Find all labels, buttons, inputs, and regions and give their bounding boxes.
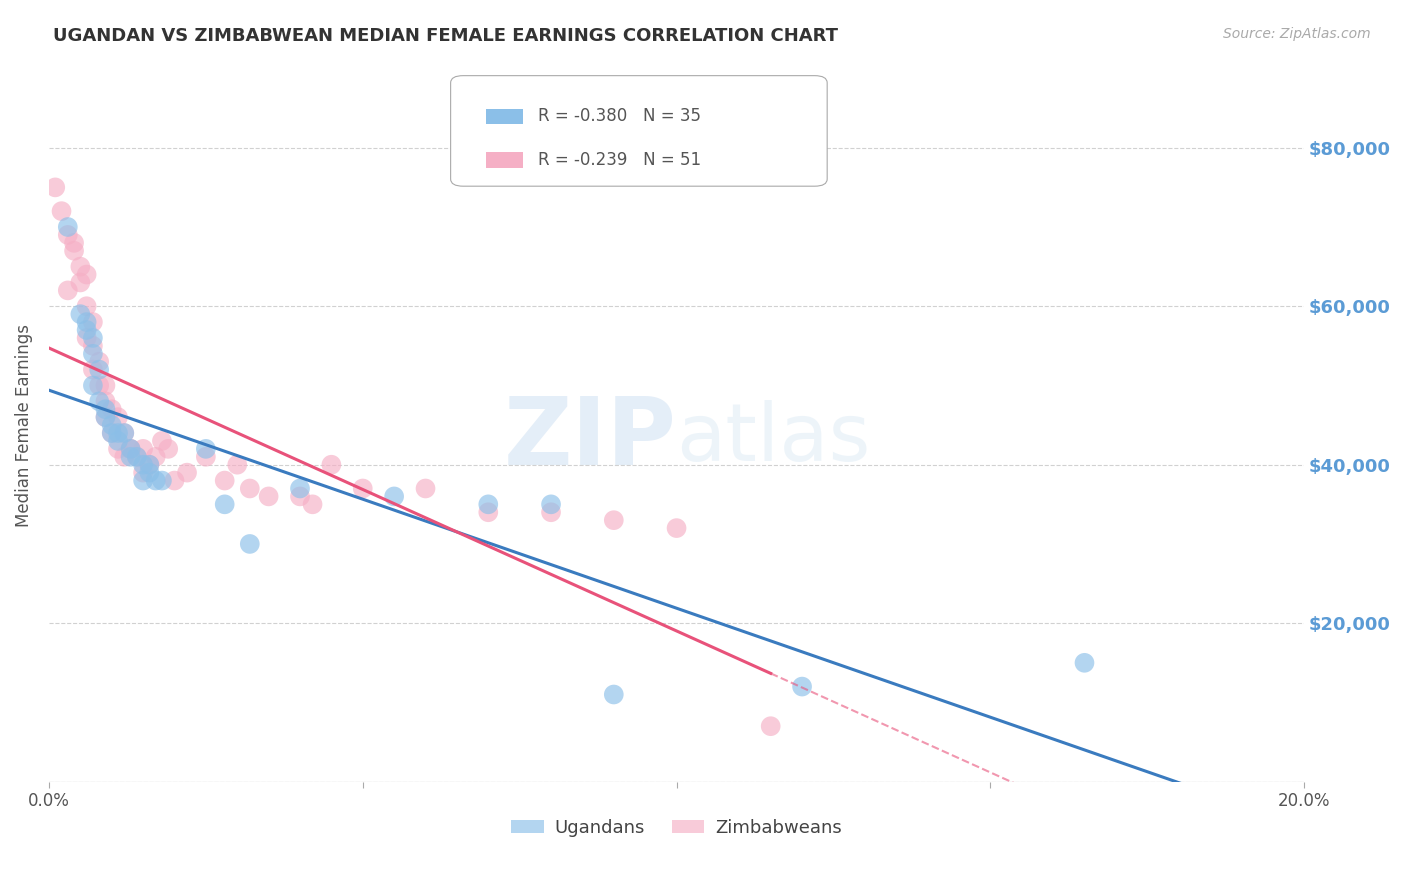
Point xyxy=(194,442,217,456)
Point xyxy=(301,497,323,511)
Point xyxy=(132,474,155,488)
FancyBboxPatch shape xyxy=(485,109,523,124)
Point xyxy=(100,425,122,440)
Point xyxy=(94,410,117,425)
Point xyxy=(194,450,217,464)
Point xyxy=(790,680,813,694)
Point xyxy=(138,458,160,472)
Text: atlas: atlas xyxy=(676,401,870,478)
Point xyxy=(94,394,117,409)
Point xyxy=(82,378,104,392)
Text: R = -0.380   N = 35: R = -0.380 N = 35 xyxy=(538,107,702,126)
Point xyxy=(82,362,104,376)
Point xyxy=(94,410,117,425)
Point xyxy=(112,425,135,440)
Point xyxy=(125,450,148,464)
Point xyxy=(603,513,626,527)
Point xyxy=(125,450,148,464)
Point xyxy=(89,354,111,368)
Point xyxy=(288,482,311,496)
Point xyxy=(321,458,343,472)
Point xyxy=(76,268,98,282)
Point xyxy=(257,490,280,504)
Text: ZIP: ZIP xyxy=(503,393,676,485)
Point xyxy=(214,497,236,511)
Point xyxy=(44,180,66,194)
Point xyxy=(120,442,142,456)
Point xyxy=(239,537,262,551)
Y-axis label: Median Female Earnings: Median Female Earnings xyxy=(15,324,32,526)
Point xyxy=(120,450,142,464)
Point xyxy=(89,394,111,409)
Point xyxy=(120,442,142,456)
Point xyxy=(94,378,117,392)
Point xyxy=(56,284,79,298)
Point xyxy=(76,315,98,329)
Point xyxy=(150,434,173,448)
Point xyxy=(89,362,111,376)
Point xyxy=(82,331,104,345)
Point xyxy=(100,402,122,417)
Point xyxy=(163,474,186,488)
Text: UGANDAN VS ZIMBABWEAN MEDIAN FEMALE EARNINGS CORRELATION CHART: UGANDAN VS ZIMBABWEAN MEDIAN FEMALE EARN… xyxy=(53,27,838,45)
Point xyxy=(56,227,79,242)
Point xyxy=(69,307,91,321)
Point xyxy=(76,299,98,313)
Point xyxy=(94,402,117,417)
Point xyxy=(63,244,86,258)
FancyBboxPatch shape xyxy=(451,76,827,186)
Point xyxy=(112,450,135,464)
Point xyxy=(100,425,122,440)
Point xyxy=(132,466,155,480)
Point xyxy=(1073,656,1095,670)
Point xyxy=(107,410,129,425)
Point xyxy=(382,490,405,504)
Point xyxy=(759,719,782,733)
Point xyxy=(138,466,160,480)
Point xyxy=(540,505,562,519)
Point xyxy=(56,219,79,234)
Point xyxy=(69,276,91,290)
Point xyxy=(603,688,626,702)
Point xyxy=(665,521,688,535)
Point xyxy=(145,474,167,488)
Point xyxy=(112,425,135,440)
Point xyxy=(288,490,311,504)
Point xyxy=(82,339,104,353)
Point xyxy=(239,482,262,496)
Point xyxy=(76,323,98,337)
Point xyxy=(226,458,249,472)
Point xyxy=(477,497,499,511)
Text: Source: ZipAtlas.com: Source: ZipAtlas.com xyxy=(1223,27,1371,41)
Point xyxy=(82,315,104,329)
Point xyxy=(150,474,173,488)
Point xyxy=(132,442,155,456)
Point xyxy=(107,425,129,440)
Point xyxy=(415,482,437,496)
Point xyxy=(214,474,236,488)
Point xyxy=(540,497,562,511)
Point xyxy=(107,442,129,456)
Point xyxy=(477,505,499,519)
Point xyxy=(107,434,129,448)
Point xyxy=(157,442,180,456)
Point xyxy=(100,418,122,433)
Point xyxy=(89,378,111,392)
Point xyxy=(120,442,142,456)
Point xyxy=(145,450,167,464)
Text: R = -0.239   N = 51: R = -0.239 N = 51 xyxy=(538,151,702,169)
Point xyxy=(69,260,91,274)
Point xyxy=(352,482,374,496)
Legend: Ugandans, Zimbabweans: Ugandans, Zimbabweans xyxy=(503,812,849,844)
Point xyxy=(138,458,160,472)
FancyBboxPatch shape xyxy=(485,152,523,168)
Point xyxy=(176,466,198,480)
Point xyxy=(51,204,73,219)
Point xyxy=(63,235,86,250)
Point xyxy=(82,347,104,361)
Point xyxy=(76,331,98,345)
Point xyxy=(132,458,155,472)
